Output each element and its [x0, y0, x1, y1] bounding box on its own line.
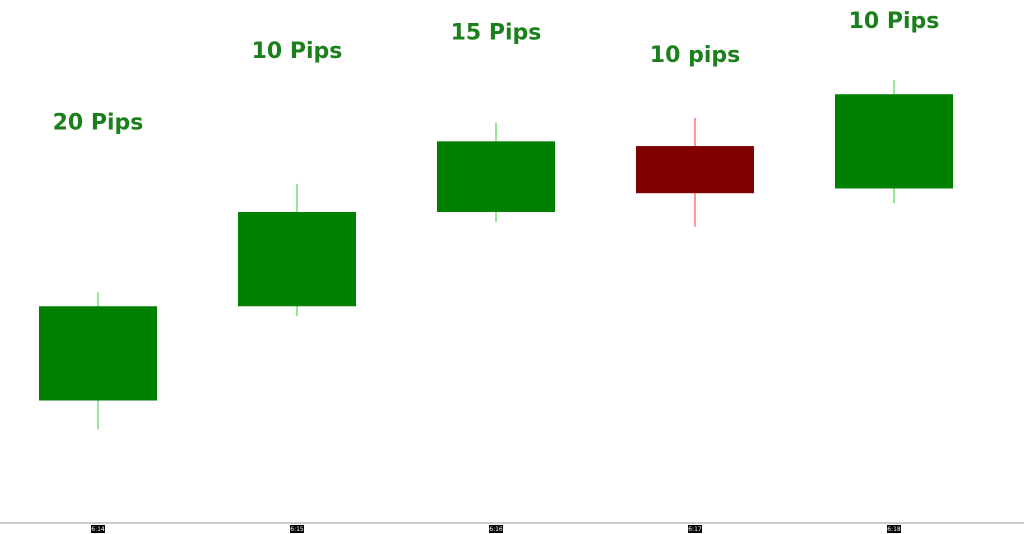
pip-label-616: 15 Pips: [451, 21, 542, 46]
candle-body-618: [835, 94, 953, 189]
x-tick-bg: [489, 525, 503, 533]
pip-label-614: 20 Pips: [53, 110, 144, 135]
candle-body-617: [636, 146, 754, 194]
candle-body-616: [437, 141, 555, 213]
x-tick-bg: [688, 525, 702, 533]
x-tick-bg: [887, 525, 901, 533]
candle-body-615: [238, 212, 356, 307]
pip-labels: 20 Pips 10 Pips 15 Pips 10 pips 10 Pips: [53, 9, 940, 135]
x-tick-labels: 6:14 6:15 6:16 6:17 6:18: [91, 525, 901, 533]
x-tick-bg: [290, 525, 304, 533]
pip-label-615: 10 Pips: [252, 39, 343, 64]
x-tick-bg: [91, 525, 105, 533]
candle-body-614: [39, 306, 157, 401]
x-tick-label: 6:17: [688, 526, 702, 533]
x-tick-label: 6:15: [290, 526, 304, 533]
x-tick-label: 6:18: [887, 526, 901, 533]
x-tick-label: 6:16: [489, 526, 503, 533]
pip-label-618: 10 Pips: [849, 9, 940, 34]
candles-group: [39, 80, 953, 430]
x-tick-label: 6:14: [91, 526, 105, 533]
pip-label-617: 10 pips: [650, 43, 740, 68]
